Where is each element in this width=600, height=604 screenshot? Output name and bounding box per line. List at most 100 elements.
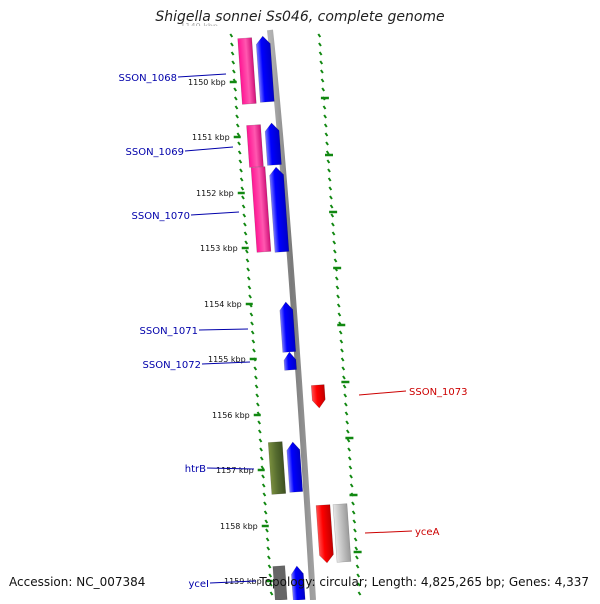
right-ruler-tick <box>326 159 331 164</box>
left-ruler-tick <box>240 186 245 191</box>
right-ruler-tick <box>345 429 350 434</box>
right-ruler-tick <box>337 312 342 317</box>
right-ruler-tick <box>352 519 357 524</box>
left-ruler-tick <box>247 285 252 290</box>
right-ruler-tick <box>357 582 361 587</box>
left-ruler-tick <box>232 69 236 74</box>
left-ruler-tick <box>239 168 243 173</box>
right-ruler-tick <box>345 420 350 425</box>
right-ruler-tick <box>333 249 337 254</box>
left-ruler-tick <box>254 384 259 389</box>
left-ruler-tick <box>248 294 252 299</box>
left-ruler-tick <box>230 42 234 47</box>
left-ruler-tick <box>238 159 243 164</box>
right-ruler-tick <box>318 42 322 47</box>
gene-label: SSON_1069 <box>126 147 185 158</box>
right-ruler-tick <box>336 303 341 308</box>
right-ruler-tick <box>354 546 359 551</box>
left-ruler-tick <box>256 402 260 407</box>
kbp-label: 1152 kbp <box>196 189 234 198</box>
left-ruler-tick <box>259 447 263 452</box>
gene-label-leader <box>184 146 234 152</box>
right-ruler-tick <box>325 150 330 155</box>
left-ruler-tick <box>233 96 238 101</box>
gene-label-leader <box>198 328 249 331</box>
left-ruler-tick <box>236 132 241 137</box>
left-ruler-tick <box>235 114 239 119</box>
left-ruler-tick <box>253 366 258 371</box>
right-ruler-tick <box>327 177 332 182</box>
right-ruler-tick <box>320 78 325 83</box>
left-ruler-tick <box>231 60 236 65</box>
gene-arrow-blue <box>291 565 306 601</box>
left-ruler-tick <box>267 564 272 569</box>
left-ruler-tick <box>259 456 264 461</box>
left-ruler-tick <box>257 420 262 425</box>
left-ruler-tick <box>269 582 273 587</box>
left-ruler-tick <box>246 267 250 272</box>
right-ruler-tick <box>335 285 340 290</box>
gene-label-leader <box>364 530 413 534</box>
left-ruler-tick <box>262 492 267 497</box>
right-ruler-tick <box>336 294 340 299</box>
left-ruler-tick <box>237 150 242 155</box>
left-ruler-tick <box>266 546 271 551</box>
right-ruler-tick <box>348 465 353 470</box>
kbp-label: 1150 kbp <box>188 78 226 87</box>
right-ruler-tick <box>327 168 331 173</box>
gene-label-leader <box>206 467 255 470</box>
gene-arrow-blue <box>264 122 282 166</box>
right-ruler-tick <box>325 141 329 146</box>
right-ruler-tick <box>317 33 322 38</box>
map-title: Shigella sonnei Ss046, complete genome <box>155 9 445 25</box>
right-ruler-tick <box>329 195 333 200</box>
gene-arrow-red <box>310 384 326 409</box>
right-ruler-tick <box>339 339 344 344</box>
gene-label-leader <box>177 73 227 78</box>
gene-label: SSON_1072 <box>143 360 202 371</box>
right-ruler-tick <box>344 411 349 416</box>
gene-label-leader <box>209 580 257 584</box>
right-ruler-tick <box>346 438 351 443</box>
left-ruler-tick <box>269 591 274 596</box>
right-ruler-tick <box>332 240 337 245</box>
kbp-label: 1155 kbp <box>208 355 246 364</box>
right-ruler-tick <box>318 51 323 56</box>
right-ruler-tick <box>351 501 355 506</box>
gene-arrow-blue <box>279 301 296 353</box>
left-ruler-tick <box>233 87 238 92</box>
right-ruler-tick <box>341 366 346 371</box>
left-ruler-tick <box>243 222 247 227</box>
accession-text: Accession: NC_007384 <box>9 575 146 589</box>
right-ruler-tick <box>320 69 324 74</box>
right-ruler-tick <box>355 555 359 560</box>
genome-backbone <box>267 29 316 601</box>
right-ruler-tick <box>342 375 346 380</box>
left-ruler-tick <box>241 195 245 200</box>
right-ruler-tick <box>340 357 345 362</box>
gene-block-olive <box>267 441 287 495</box>
gene-block-gray <box>332 503 352 563</box>
left-ruler-tick <box>261 483 266 488</box>
kbp-label: 1154 kbp <box>204 300 242 309</box>
right-ruler-tick <box>349 483 354 488</box>
right-ruler-tick <box>334 276 339 281</box>
right-ruler-tick <box>322 105 327 110</box>
gene-block-pink <box>250 166 272 253</box>
left-ruler-tick <box>250 321 254 326</box>
right-ruler-tick <box>349 474 353 479</box>
gene-arrow-blue <box>283 351 297 371</box>
gene-arrow-red <box>315 504 334 564</box>
right-ruler-tick <box>351 510 356 515</box>
left-ruler-tick <box>250 330 255 335</box>
right-ruler-tick <box>356 573 361 578</box>
right-ruler-tick <box>357 591 362 596</box>
left-ruler-tick <box>239 177 244 182</box>
kbp-label: 1151 kbp <box>192 133 230 142</box>
left-ruler-tick <box>258 438 263 443</box>
left-ruler-tick <box>260 465 265 470</box>
right-ruler-tick <box>347 456 352 461</box>
left-ruler-tick <box>264 519 269 524</box>
